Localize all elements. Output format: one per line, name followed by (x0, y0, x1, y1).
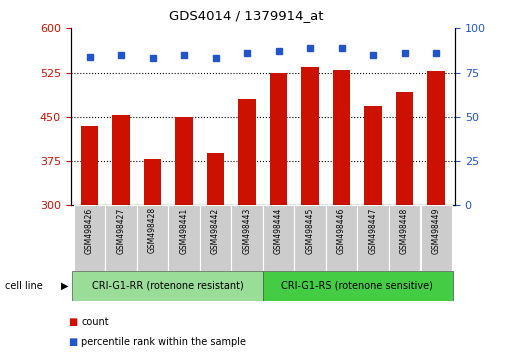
Text: percentile rank within the sample: percentile rank within the sample (81, 337, 246, 347)
Bar (168, 205, 200, 271)
Text: GSM498447: GSM498447 (369, 207, 378, 254)
Bar (112, 115, 130, 205)
Bar (389, 205, 420, 271)
Text: CRI-G1-RS (rotenone sensitive): CRI-G1-RS (rotenone sensitive) (281, 281, 433, 291)
Text: GSM498448: GSM498448 (400, 207, 409, 253)
Text: GSM498441: GSM498441 (179, 207, 188, 253)
Bar (333, 70, 350, 205)
Text: GSM498428: GSM498428 (148, 207, 157, 253)
Bar (326, 205, 357, 271)
Bar (144, 159, 161, 205)
Bar (81, 126, 98, 205)
Bar (72, 271, 263, 301)
Text: GSM498426: GSM498426 (85, 207, 94, 253)
Text: GSM498427: GSM498427 (117, 207, 126, 253)
Bar (396, 92, 413, 205)
Bar (200, 205, 231, 271)
Bar (427, 72, 445, 205)
Text: GSM498443: GSM498443 (243, 207, 252, 254)
Bar (358, 205, 389, 271)
Bar (175, 118, 192, 205)
Bar (106, 205, 137, 271)
Text: GSM498446: GSM498446 (337, 207, 346, 254)
Bar (294, 205, 326, 271)
Text: count: count (81, 317, 109, 327)
Bar (301, 67, 319, 205)
Text: ▶: ▶ (61, 281, 68, 291)
Text: ■: ■ (68, 317, 77, 327)
Bar (207, 153, 224, 205)
Bar (238, 99, 256, 205)
Text: GSM498442: GSM498442 (211, 207, 220, 253)
Text: GSM498449: GSM498449 (431, 207, 440, 254)
Bar (232, 205, 263, 271)
Text: GSM498444: GSM498444 (274, 207, 283, 254)
Bar (263, 205, 294, 271)
Bar (365, 106, 382, 205)
Text: GSM498445: GSM498445 (305, 207, 314, 254)
Bar (137, 205, 168, 271)
Text: cell line: cell line (5, 281, 43, 291)
Bar (74, 205, 105, 271)
Bar (420, 205, 452, 271)
Bar (270, 73, 287, 205)
Text: GDS4014 / 1379914_at: GDS4014 / 1379914_at (168, 9, 323, 22)
Text: CRI-G1-RR (rotenone resistant): CRI-G1-RR (rotenone resistant) (93, 281, 244, 291)
Bar (263, 271, 453, 301)
Text: ■: ■ (68, 337, 77, 347)
